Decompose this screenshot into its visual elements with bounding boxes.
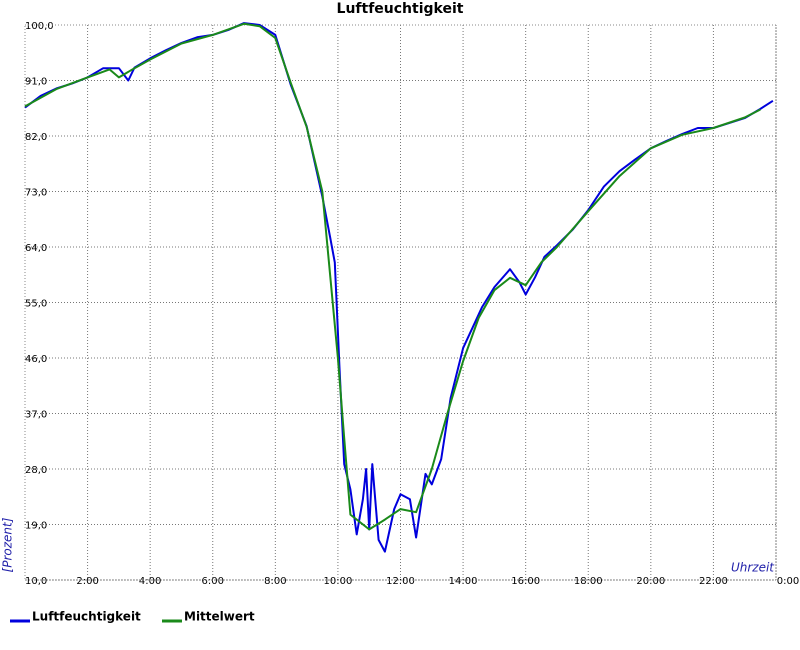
x-tick-label: 10:00	[324, 576, 353, 587]
x-tick-label: 0:00	[777, 576, 799, 587]
y-tick-label: 46,0	[25, 354, 47, 365]
y-tick-label: 91,0	[25, 77, 47, 88]
y-tick-label: 82,0	[25, 132, 47, 143]
y-tick-label: 55,0	[25, 299, 47, 310]
y-tick-label: 64,0	[25, 243, 47, 254]
x-tick-label: 22:00	[699, 576, 728, 587]
y-tick-label: 10,0	[25, 576, 47, 587]
x-tick-label: 16:00	[511, 576, 540, 587]
y-tick-label: 73,0	[25, 188, 47, 199]
x-tick-label: 18:00	[574, 576, 603, 587]
y-axis-label: [Prozent]	[1, 517, 15, 572]
y-tick-label: 19,0	[25, 521, 47, 532]
x-tick-label: 14:00	[449, 576, 478, 587]
legend-label: Luftfeuchtigkeit	[32, 610, 141, 624]
y-tick-label: 100,0	[25, 21, 54, 32]
line	[24, 22, 761, 531]
legend-label: Mittelwert	[184, 610, 255, 624]
x-tick-label: 12:00	[386, 576, 415, 587]
plot-border	[24, 24, 777, 581]
line	[24, 22, 774, 553]
x-tick-label: 4:00	[139, 576, 161, 587]
x-tick-label: 2:00	[76, 576, 98, 587]
x-tick-label: 20:00	[636, 576, 665, 587]
x-tick-label: 6:00	[202, 576, 224, 587]
x-axis-label: Uhrzeit	[731, 561, 775, 575]
y-tick-label: 28,0	[25, 465, 47, 476]
chart-title: Luftfeuchtigkeit	[337, 1, 464, 17]
y-tick-label: 37,0	[25, 410, 47, 421]
x-tick-label: 8:00	[264, 576, 286, 587]
